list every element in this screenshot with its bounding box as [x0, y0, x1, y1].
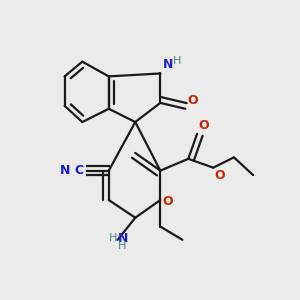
Text: N: N	[118, 232, 128, 245]
Text: H: H	[109, 233, 117, 243]
Text: N: N	[163, 58, 174, 71]
Text: H: H	[118, 241, 126, 251]
Text: O: O	[215, 169, 225, 182]
Text: O: O	[199, 119, 209, 132]
Text: N: N	[59, 164, 70, 177]
Text: O: O	[163, 195, 173, 208]
Text: O: O	[188, 94, 198, 107]
Text: H: H	[173, 56, 181, 66]
Text: C: C	[75, 164, 84, 177]
